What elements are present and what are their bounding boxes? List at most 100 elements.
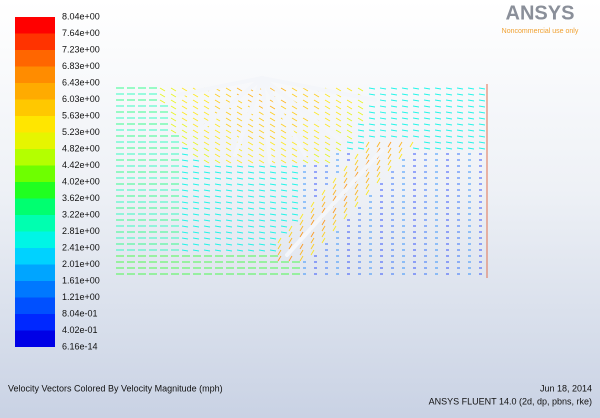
vector [288,237,293,244]
version: ANSYS FLUENT 14.0 (2d, dp, pbns, rke) [429,396,592,406]
vector [280,147,287,152]
vector [280,195,288,198]
vector [280,171,288,174]
vector [258,117,265,122]
vector [365,183,370,190]
vector [445,87,453,90]
vector [203,147,210,152]
vector [412,129,420,132]
vector [313,129,320,134]
vector [321,189,326,196]
vector [313,159,320,164]
vector [324,147,331,152]
vector [357,87,364,92]
vector [423,105,431,108]
vector [214,201,222,204]
colorbar-label: 2.41e+00 [62,242,100,252]
vector [225,189,233,192]
vector [247,207,255,210]
vector [291,219,299,222]
vector [291,159,298,164]
vector [445,147,453,150]
vector [291,189,299,192]
vector [401,135,409,138]
vector [434,93,442,96]
vector [214,231,222,234]
vector [376,141,381,148]
vector [478,99,486,102]
vector [214,105,221,110]
vector [313,147,320,152]
vector [434,105,442,108]
vector [269,123,276,128]
vector [445,99,453,102]
vector [258,153,265,158]
vector [321,225,326,232]
vector [445,93,453,96]
vector [288,255,293,262]
vector [170,93,177,98]
vector [379,135,387,138]
color-swatch [15,281,55,298]
vector [368,123,376,126]
vector [280,183,288,186]
vector [203,189,211,192]
vector [299,231,304,238]
vector [225,153,232,158]
color-swatch [15,330,55,347]
vector [225,183,233,186]
color-swatch [15,132,55,149]
vector [181,225,189,228]
vector [247,249,255,252]
vector [277,243,282,250]
vector [225,87,232,92]
vector [346,147,354,150]
vector [332,189,337,196]
vector [302,93,309,98]
colorbar: 8.04e+00 7.64e+00 7.23e+00 6.83e+00 6.43e+00… [15,11,100,351]
vector [478,135,486,138]
vector [324,93,331,98]
vector [390,99,398,102]
vector [302,159,309,164]
vector [214,165,222,168]
vector [236,237,244,240]
vector [269,105,276,110]
vector [423,141,431,144]
vector [203,225,211,228]
colorbar-label: 1.61e+00 [62,275,100,285]
vector [357,129,365,132]
vector [181,249,189,252]
vector [236,195,244,198]
colorbar-label: 6.16e-14 [62,341,98,351]
vector [258,141,265,146]
vector [192,225,200,228]
vector [192,93,199,98]
vector [203,243,211,246]
vector [269,111,276,116]
vector [181,213,189,216]
vector [258,135,265,140]
vector [291,177,299,180]
vector [247,237,255,240]
vector [376,171,381,178]
vector [379,105,387,108]
color-swatch [15,17,55,34]
vector [379,99,387,102]
vector [376,159,381,166]
vector [310,249,315,256]
vector [236,153,243,158]
vector [387,153,392,160]
vector [456,99,464,102]
vector [192,165,200,168]
vector [346,99,353,104]
vector [343,165,348,172]
vector [368,111,376,114]
vector [203,141,210,146]
vector [324,111,331,116]
vector [456,117,464,120]
color-swatch [15,66,55,83]
vector [192,117,199,122]
vector [346,105,353,110]
